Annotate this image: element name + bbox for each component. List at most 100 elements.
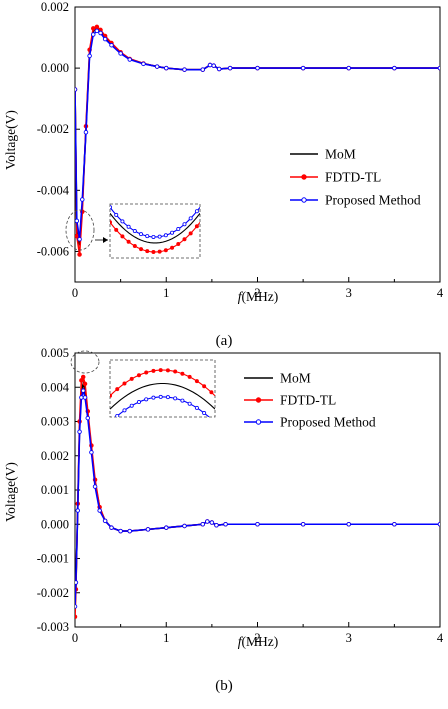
inset-point <box>163 248 168 253</box>
data-point <box>79 378 84 383</box>
y-tick-label: 0.005 <box>41 346 69 360</box>
inset-point <box>132 244 137 249</box>
inset-point <box>126 239 131 244</box>
data-point <box>255 65 260 71</box>
data-point <box>216 66 222 72</box>
data-point <box>102 36 108 42</box>
inset-point <box>187 374 192 379</box>
data-point <box>392 522 397 527</box>
data-point <box>437 522 440 527</box>
y-tick-label: -0.002 <box>37 586 69 600</box>
inset-point <box>136 373 141 378</box>
inset-point <box>180 371 185 376</box>
data-point <box>207 62 213 68</box>
data-point <box>205 519 210 524</box>
x-tick-label: 0 <box>72 631 78 645</box>
inset-point <box>187 401 192 406</box>
inset-point <box>194 209 199 214</box>
series-line <box>75 380 440 610</box>
inset-line <box>110 382 215 410</box>
data-point <box>75 580 79 585</box>
legend-label: FDTD-TL <box>325 170 381 185</box>
zoom-marker-ellipse <box>65 209 95 251</box>
y-tick-label: -0.003 <box>37 620 69 634</box>
inset-point <box>210 418 213 421</box>
x-axis-label-unit: (MHz) <box>242 289 279 304</box>
figure-caption: (b) <box>215 678 233 694</box>
inset-series-proposed-method <box>110 205 200 239</box>
inset-point <box>145 249 150 254</box>
inset-point <box>173 396 178 401</box>
data-point <box>127 57 132 62</box>
series-mom <box>75 380 440 610</box>
data-point <box>118 51 123 56</box>
data-point <box>87 53 92 59</box>
inset-point <box>202 411 207 416</box>
y-tick-label: -0.001 <box>37 552 69 566</box>
data-point <box>94 24 100 30</box>
inset-point <box>182 237 187 242</box>
inset-point <box>194 224 199 229</box>
legend-label: Proposed Method <box>280 415 376 430</box>
inset-point <box>209 390 214 395</box>
x-tick-label: 3 <box>346 286 352 300</box>
inset-point <box>122 381 127 386</box>
inset-point <box>151 234 156 239</box>
inset-point <box>126 224 131 229</box>
data-point <box>163 65 169 71</box>
data-point <box>89 450 94 455</box>
inset-frame <box>109 359 216 418</box>
inset-series-fdtd-tl <box>110 220 200 254</box>
legend-label: MoM <box>325 147 356 162</box>
inset-point <box>157 249 162 254</box>
y-tick-label: 0.001 <box>41 483 69 497</box>
inset-point <box>115 413 120 417</box>
x-axis-label: f(MHz) <box>238 289 279 304</box>
data-point <box>75 218 80 224</box>
data-point <box>118 528 123 534</box>
x-axis-label-symbol: f <box>238 289 244 304</box>
zoom-marker-ellipse <box>70 350 100 374</box>
y-tick-label: 0.003 <box>41 415 69 429</box>
inset-line <box>110 212 200 244</box>
data-point <box>90 32 96 37</box>
x-tick-label: 3 <box>346 631 352 645</box>
data-point <box>346 65 352 71</box>
legend-marker <box>255 419 262 425</box>
data-point <box>97 508 102 513</box>
x-tick-label: 2 <box>254 631 260 645</box>
legend-marker <box>301 174 307 180</box>
data-point <box>182 523 187 529</box>
inset-point <box>158 368 163 373</box>
data-point <box>75 614 78 619</box>
data-point <box>255 522 260 527</box>
y-tick-label: -0.002 <box>37 122 69 136</box>
data-point <box>98 30 103 36</box>
chart-b: 0 1 2 3 4 0.005 0.004 0.003 0.002 0.001 0.000 -0.00… <box>3 346 444 694</box>
inset-point <box>170 245 175 250</box>
inset-series-proposed-method <box>115 394 213 421</box>
data-point <box>346 522 352 527</box>
inset-point <box>188 216 193 221</box>
data-point <box>80 374 86 380</box>
data-point <box>300 522 306 527</box>
y-tick-label: 0.004 <box>41 380 70 394</box>
inset-frame <box>109 203 201 259</box>
data-point <box>80 197 85 202</box>
data-point <box>82 395 88 400</box>
inset-point <box>110 220 112 225</box>
inset-point <box>145 234 150 239</box>
data-point <box>109 42 114 48</box>
inset-point <box>176 242 181 247</box>
inset-point <box>115 387 120 392</box>
data-point <box>182 67 187 72</box>
inset-point <box>139 232 144 237</box>
inset-point <box>176 227 181 232</box>
data-point <box>77 429 82 435</box>
inset-point <box>144 370 149 375</box>
chart-a: 0 1 2 3 4 0.002 0.000 -0.002 -0.004 -0.006 f(MHz) V… <box>3 0 444 349</box>
y-tick-label: 0.002 <box>41 449 69 463</box>
data-point <box>102 518 108 524</box>
inset-point <box>202 384 207 389</box>
